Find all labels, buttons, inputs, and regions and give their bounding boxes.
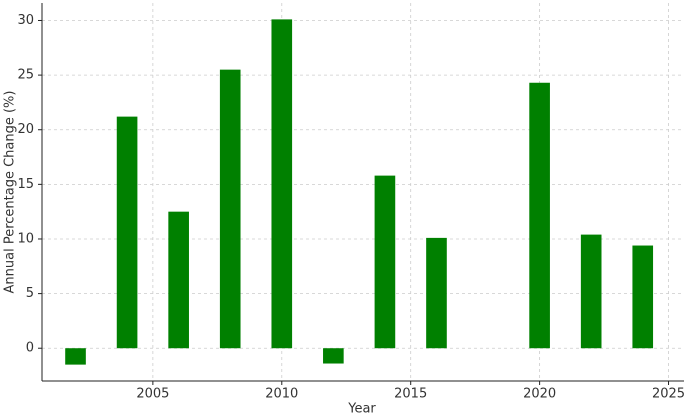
x-tick-label: 2020 — [523, 387, 556, 402]
bar — [65, 348, 86, 365]
bar — [426, 237, 447, 349]
y-tick-label: 20 — [17, 122, 34, 137]
bar — [219, 69, 241, 349]
y-tick-label: 10 — [17, 231, 34, 246]
x-tick-label: 2015 — [394, 387, 427, 402]
x-tick-label: 2010 — [265, 387, 298, 402]
y-tick-label: 5 — [26, 286, 34, 301]
y-axis-label: Annual Percentage Change (%) — [3, 91, 18, 294]
bar — [116, 116, 138, 349]
y-tick-label: 30 — [17, 13, 34, 28]
x-axis-label: Year — [347, 402, 376, 417]
y-tick-label: 15 — [17, 177, 34, 192]
bar — [374, 175, 396, 349]
bar — [580, 234, 602, 349]
y-tick-label: 25 — [17, 68, 34, 83]
bar — [168, 211, 189, 349]
bar — [323, 348, 344, 364]
bar — [529, 82, 550, 349]
bar — [271, 19, 293, 349]
y-tick-label: 0 — [26, 341, 34, 356]
x-tick-label: 2005 — [136, 387, 169, 402]
bar — [632, 245, 654, 349]
x-tick-label: 2025 — [652, 387, 685, 402]
